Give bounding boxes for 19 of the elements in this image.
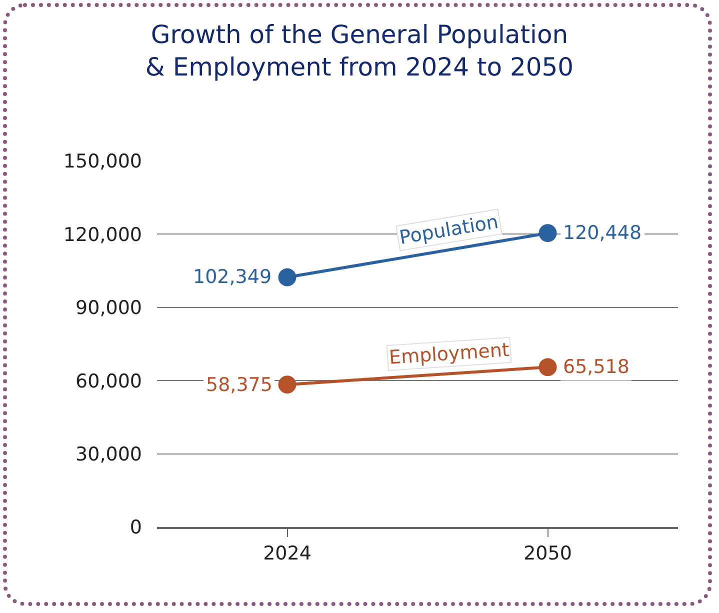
y-tick-label: 60,000	[76, 370, 142, 392]
chart-title: Growth of the General Population & Employment from 2024 to 2050	[145, 20, 574, 82]
data-label: 120,448	[563, 222, 642, 244]
y-tick-label: 30,000	[76, 443, 142, 466]
point	[278, 376, 296, 394]
y-tick-label: 90,000	[76, 297, 142, 320]
data-label: 65,518	[563, 356, 630, 378]
series-label: Employment	[388, 339, 510, 369]
x-tick-label: 2024	[263, 542, 312, 565]
point	[538, 224, 557, 242]
y-tick-label: 150,000	[63, 150, 142, 173]
x-tick-label: 2050	[524, 542, 572, 565]
point	[278, 268, 296, 286]
y-tick-label: 0	[130, 516, 142, 539]
y-tick-label: 120,000	[63, 224, 142, 246]
data-label: 58,375	[206, 374, 272, 396]
point	[538, 358, 557, 376]
data-label: 102,349	[193, 266, 272, 288]
text: Population	[398, 210, 500, 249]
